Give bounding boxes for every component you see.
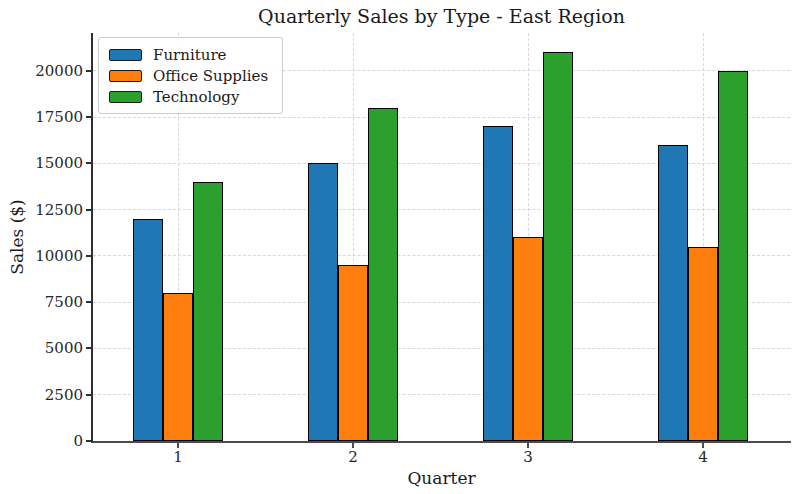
legend-label-furniture: Furniture xyxy=(153,46,226,64)
x-axis-label: Quarter xyxy=(93,468,790,488)
bar-furniture-q1 xyxy=(133,219,163,441)
y-tick-0 xyxy=(86,440,93,442)
y-tick-label-2500: 2500 xyxy=(0,385,83,405)
legend-item-technology: Technology xyxy=(109,86,268,107)
plot-area: Furniture Office Supplies Technology xyxy=(93,33,790,441)
chart-title: Quarterly Sales by Type - East Region xyxy=(93,5,790,27)
legend-swatch-furniture-icon xyxy=(109,49,142,61)
y-tick-5000 xyxy=(86,347,93,349)
y-tick-2500 xyxy=(86,394,93,396)
x-tick-label-3: 3 xyxy=(503,448,553,466)
y-tick-label-20000: 20000 xyxy=(0,61,83,81)
bar-technology-q3 xyxy=(543,52,573,441)
legend: Furniture Office Supplies Technology xyxy=(98,37,283,114)
legend-swatch-office-supplies-icon xyxy=(109,70,142,82)
bar-furniture-q3 xyxy=(483,126,513,441)
bar-office-supplies-q4 xyxy=(688,247,718,441)
bar-furniture-q4 xyxy=(658,145,688,441)
bar-chart-figure: Quarterly Sales by Type - East Region Sa… xyxy=(0,0,800,494)
y-tick-label-12500: 12500 xyxy=(0,200,83,220)
y-tick-label-0: 0 xyxy=(0,431,83,451)
x-tick-2 xyxy=(352,441,354,448)
y-tick-label-10000: 10000 xyxy=(0,246,83,266)
y-tick-label-17500: 17500 xyxy=(0,107,83,127)
bar-office-supplies-q1 xyxy=(163,293,193,441)
bar-technology-q4 xyxy=(718,71,748,441)
y-tick-12500 xyxy=(86,209,93,211)
bar-office-supplies-q2 xyxy=(338,265,368,441)
bar-office-supplies-q3 xyxy=(513,237,543,441)
legend-item-furniture: Furniture xyxy=(109,44,268,65)
y-tick-label-15000: 15000 xyxy=(0,153,83,173)
y-tick-7500 xyxy=(86,301,93,303)
y-axis-spine xyxy=(91,33,93,443)
x-tick-4 xyxy=(702,441,704,448)
x-axis-spine xyxy=(91,441,791,443)
y-tick-label-7500: 7500 xyxy=(0,292,83,312)
bar-furniture-q2 xyxy=(308,163,338,441)
x-tick-3 xyxy=(527,441,529,448)
legend-item-office-supplies: Office Supplies xyxy=(109,65,268,86)
x-tick-label-1: 1 xyxy=(153,448,203,466)
x-tick-1 xyxy=(177,441,179,448)
legend-label-technology: Technology xyxy=(153,88,239,106)
bar-technology-q2 xyxy=(368,108,398,441)
y-tick-label-5000: 5000 xyxy=(0,338,83,358)
x-tick-label-4: 4 xyxy=(678,448,728,466)
y-tick-10000 xyxy=(86,255,93,257)
bar-technology-q1 xyxy=(193,182,223,441)
y-tick-20000 xyxy=(86,70,93,72)
legend-label-office-supplies: Office Supplies xyxy=(153,67,268,85)
gridline-y-17500 xyxy=(93,117,790,118)
x-tick-label-2: 2 xyxy=(328,448,378,466)
y-tick-15000 xyxy=(86,162,93,164)
legend-swatch-technology-icon xyxy=(109,91,142,103)
y-tick-17500 xyxy=(86,116,93,118)
